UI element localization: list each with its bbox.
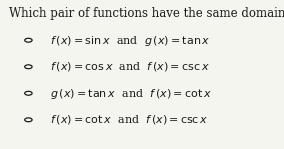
Text: $g\,(x) = \tan x$  and  $f\,(x) = \cot x$: $g\,(x) = \tan x$ and $f\,(x) = \cot x$ [50,87,212,101]
Text: $f\,(x) = \cos x$  and  $f\,(x) = \csc x$: $f\,(x) = \cos x$ and $f\,(x) = \csc x$ [50,60,210,73]
Text: $f\,(x) = \sin x$  and  $g\,(x) = \tan x$: $f\,(x) = \sin x$ and $g\,(x) = \tan x$ [50,34,210,48]
Text: Which pair of functions have the same domain?: Which pair of functions have the same do… [9,7,284,20]
Text: $f\,(x) = \cot x$  and  $f\,(x) = \csc x$: $f\,(x) = \cot x$ and $f\,(x) = \csc x$ [50,113,208,126]
